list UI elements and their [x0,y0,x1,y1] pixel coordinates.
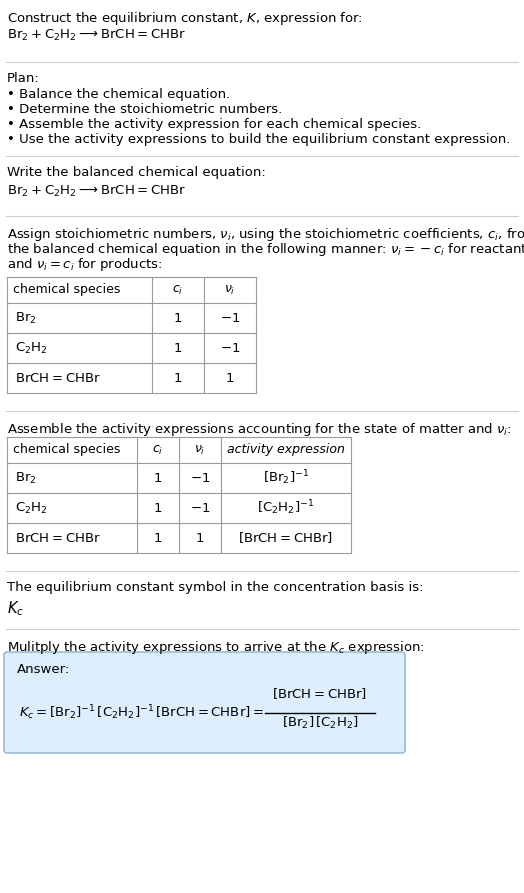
Text: • Balance the chemical equation.: • Balance the chemical equation. [7,88,230,101]
Text: $\nu_i$: $\nu_i$ [224,283,236,296]
Text: $\mathrm{C_2H_2}$: $\mathrm{C_2H_2}$ [15,340,48,355]
Text: 1: 1 [174,341,182,355]
Text: • Use the activity expressions to build the equilibrium constant expression.: • Use the activity expressions to build … [7,133,510,146]
Text: $[\mathrm{C_2H_2}]^{-1}$: $[\mathrm{C_2H_2}]^{-1}$ [257,498,314,517]
Text: $[\mathrm{Br_2}]\,[\mathrm{C_2H_2}]$: $[\mathrm{Br_2}]\,[\mathrm{C_2H_2}]$ [282,715,358,731]
Text: and $\nu_i = c_i$ for products:: and $\nu_i = c_i$ for products: [7,256,162,273]
Text: $\nu_i$: $\nu_i$ [194,444,206,456]
Text: Assemble the activity expressions accounting for the state of matter and $\nu_i$: Assemble the activity expressions accoun… [7,421,512,438]
Text: Mulitply the activity expressions to arrive at the $K_c$ expression:: Mulitply the activity expressions to arr… [7,639,425,656]
Text: $\mathrm{Br_2}$: $\mathrm{Br_2}$ [15,311,37,326]
Text: $\mathrm{BrCH{=}CHBr}$: $\mathrm{BrCH{=}CHBr}$ [15,531,101,545]
Text: $\mathrm{C_2H_2}$: $\mathrm{C_2H_2}$ [15,500,48,515]
Text: 1: 1 [174,312,182,324]
Text: $-1$: $-1$ [220,312,240,324]
Text: $[\mathrm{Br_2}]^{-1}$: $[\mathrm{Br_2}]^{-1}$ [263,469,309,488]
Text: $-1$: $-1$ [190,502,210,514]
Text: $-1$: $-1$ [220,341,240,355]
Text: $[\mathrm{BrCH{=}CHBr}]$: $[\mathrm{BrCH{=}CHBr}]$ [272,686,367,701]
FancyBboxPatch shape [4,652,405,753]
Text: $\mathrm{Br_2}$: $\mathrm{Br_2}$ [15,471,37,486]
Text: Write the balanced chemical equation:: Write the balanced chemical equation: [7,166,266,179]
Text: $c_i$: $c_i$ [152,444,163,456]
Text: 1: 1 [154,472,162,485]
Text: $K_c$: $K_c$ [7,599,24,618]
Text: • Determine the stoichiometric numbers.: • Determine the stoichiometric numbers. [7,103,282,116]
Text: $\mathrm{Br_2 + C_2H_2 \longrightarrow BrCH{=}CHBr}$: $\mathrm{Br_2 + C_2H_2 \longrightarrow B… [7,184,186,199]
Text: 1: 1 [154,531,162,545]
Text: activity expression: activity expression [227,444,345,456]
Text: chemical species: chemical species [13,444,121,456]
Text: Answer:: Answer: [17,663,70,676]
Text: • Assemble the activity expression for each chemical species.: • Assemble the activity expression for e… [7,118,421,131]
Text: $-1$: $-1$ [190,472,210,485]
Text: chemical species: chemical species [13,283,121,296]
Text: Assign stoichiometric numbers, $\nu_i$, using the stoichiometric coefficients, $: Assign stoichiometric numbers, $\nu_i$, … [7,226,524,243]
Text: the balanced chemical equation in the following manner: $\nu_i = -c_i$ for react: the balanced chemical equation in the fo… [7,241,524,258]
Text: $K_c = [\mathrm{Br_2}]^{-1}\,[\mathrm{C_2H_2}]^{-1}\,[\mathrm{BrCH{=}CHBr}] = $: $K_c = [\mathrm{Br_2}]^{-1}\,[\mathrm{C_… [19,704,264,722]
Text: The equilibrium constant symbol in the concentration basis is:: The equilibrium constant symbol in the c… [7,581,423,594]
Text: Plan:: Plan: [7,72,40,85]
Text: 1: 1 [174,371,182,385]
Text: 1: 1 [226,371,234,385]
Text: $c_i$: $c_i$ [172,283,183,296]
Text: Construct the equilibrium constant, $K$, expression for:: Construct the equilibrium constant, $K$,… [7,10,363,27]
Text: $\mathrm{Br_2 + C_2H_2 \longrightarrow BrCH{=}CHBr}$: $\mathrm{Br_2 + C_2H_2 \longrightarrow B… [7,28,186,43]
Text: $[\mathrm{BrCH{=}CHBr}]$: $[\mathrm{BrCH{=}CHBr}]$ [238,530,334,546]
Text: 1: 1 [196,531,204,545]
Text: $\mathrm{BrCH{=}CHBr}$: $\mathrm{BrCH{=}CHBr}$ [15,371,101,385]
Text: 1: 1 [154,502,162,514]
